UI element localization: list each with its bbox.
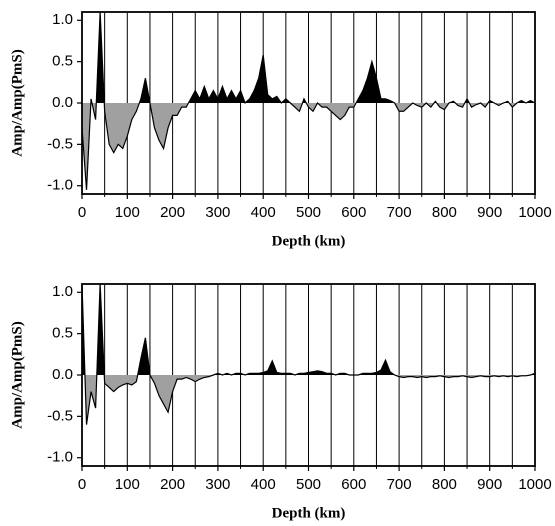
x-tick-label: 900 (477, 476, 502, 493)
x-axis-label: Depth (km) (272, 233, 346, 249)
y-tick-label: -0.5 (47, 135, 73, 152)
x-tick-label: 500 (296, 204, 321, 221)
x-axis-label: Depth (km) (272, 505, 346, 521)
x-tick-label: 400 (251, 204, 276, 221)
x-tick-label: 600 (341, 204, 366, 221)
x-tick-label: 600 (341, 476, 366, 493)
trace-line (81, 283, 536, 425)
area-negative (82, 103, 535, 190)
x-tick-label: 100 (115, 476, 140, 493)
x-tick-label: 500 (296, 476, 321, 493)
x-tick-label: 200 (160, 476, 185, 493)
x-tick-label: 0 (78, 204, 86, 221)
x-tick-label: 200 (160, 204, 185, 221)
x-tick-label: 0 (78, 476, 86, 493)
x-tick-label: 1000 (518, 476, 551, 493)
x-tick-label: 300 (205, 204, 230, 221)
y-axis-label: Amp/Amp(PmS) (9, 321, 25, 429)
y-tick-label: 0.5 (52, 53, 73, 70)
y-tick-label: 1.0 (52, 283, 73, 300)
x-tick-label: 700 (387, 204, 412, 221)
x-tick-label: 700 (387, 476, 412, 493)
area-negative (82, 375, 535, 425)
x-tick-label: 300 (205, 476, 230, 493)
x-tick-label: 1000 (518, 204, 551, 221)
y-tick-label: 1.0 (52, 11, 73, 28)
y-tick-label: -0.5 (47, 407, 73, 424)
x-tick-label: 800 (432, 476, 457, 493)
x-tick-label: 100 (115, 204, 140, 221)
panel: -1.0 -0.5 0.0 0.5 1.0 0 100 200 300 400 500 600 700 8… (9, 283, 552, 521)
x-tick-label: 400 (251, 476, 276, 493)
y-tick-label: 0.0 (52, 94, 73, 111)
y-axis-label: Amp/Amp(PmS) (9, 49, 25, 157)
y-tick-label: -1.0 (47, 177, 73, 194)
x-tick-label: 900 (477, 204, 502, 221)
y-tick-label: 0.5 (52, 325, 73, 342)
trace-line (81, 11, 536, 190)
y-tick-label: 0.0 (52, 366, 73, 383)
y-tick-label: -1.0 (47, 449, 73, 466)
x-tick-label: 800 (432, 204, 457, 221)
panel: -1.0 -0.5 0.0 0.5 1.0 0 100 200 300 400 500 600 700 8… (9, 11, 552, 249)
